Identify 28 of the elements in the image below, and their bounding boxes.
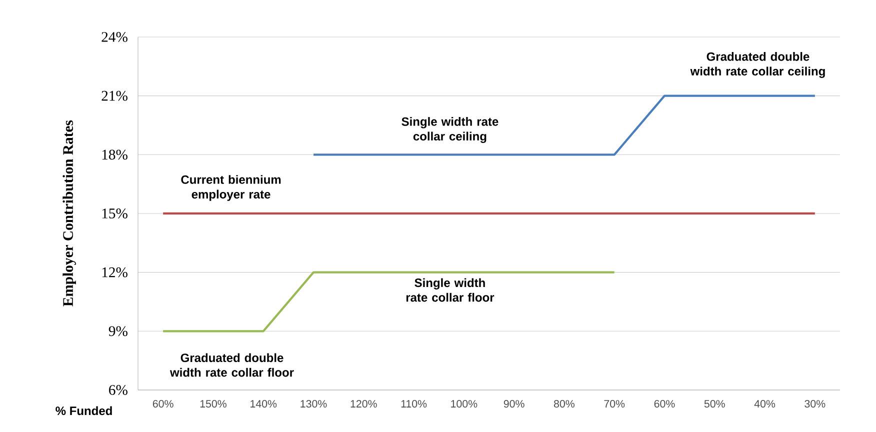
y-tick-label: 6% xyxy=(109,385,128,395)
y-tick-label: 24% xyxy=(102,32,128,42)
x-tick-label: 130% xyxy=(300,400,327,408)
x-tick-label: 70% xyxy=(604,400,625,408)
annotation: Single width rate collar ceiling xyxy=(402,117,498,143)
y-tick-label: 15% xyxy=(102,208,128,218)
annotation: Single width rate collar floor xyxy=(406,278,494,302)
x-tick-label: 100% xyxy=(451,400,478,408)
annotation: Current biennium employer rate xyxy=(181,175,281,201)
x-tick-label: 150% xyxy=(200,400,226,408)
x-tick-label: 80% xyxy=(554,400,574,408)
annotation: Graduated double width rate collar ceiling xyxy=(690,52,825,78)
x-tick-label: 60% xyxy=(654,400,675,408)
y-tick-label: 12% xyxy=(102,267,128,278)
x-tick-label: 50% xyxy=(704,400,725,408)
annotation: Graduated double width rate collar floor xyxy=(170,353,294,377)
y-tick-label: 18% xyxy=(102,150,128,160)
x-tick-label: 110% xyxy=(401,400,427,408)
x-tick-label: 40% xyxy=(754,400,776,408)
x-tick-label: 120% xyxy=(350,400,377,408)
y-axis-title: Employer Contribution Rates xyxy=(62,120,76,306)
x-tick-label: 90% xyxy=(504,400,524,408)
x-tick-label: 60% xyxy=(152,400,174,408)
y-tick-label: 21% xyxy=(102,90,128,101)
x-tick-label: 30% xyxy=(804,400,826,408)
x-tick-label: 140% xyxy=(250,400,277,408)
x-axis-title: % Funded xyxy=(56,406,112,416)
y-tick-label: 9% xyxy=(108,326,128,336)
